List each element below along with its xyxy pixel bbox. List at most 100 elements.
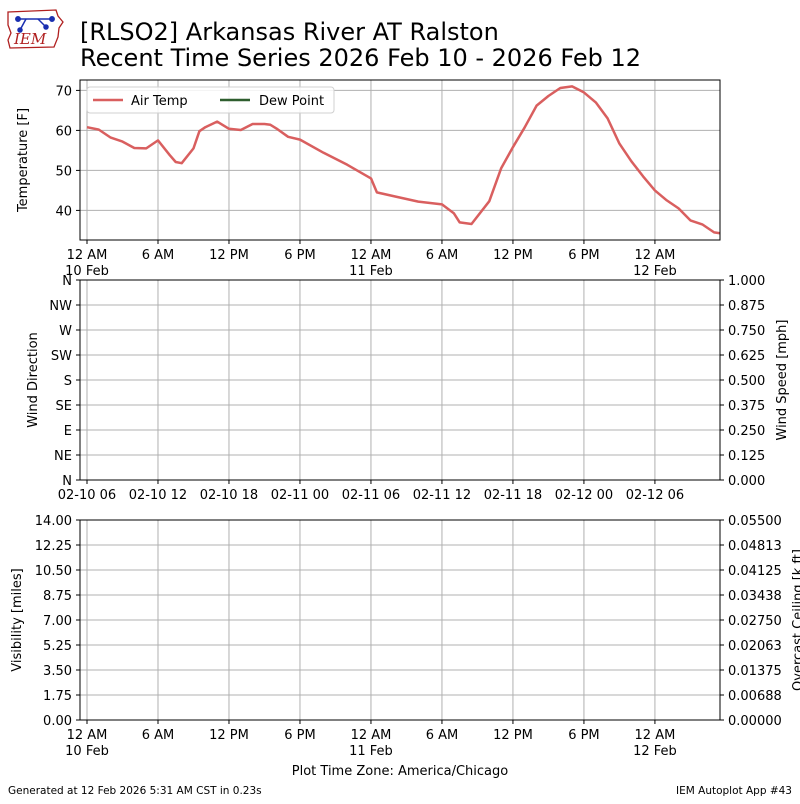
wind-x-tick-label: 02-12 06 xyxy=(626,488,684,503)
wind-speed-tick-label: 0.750 xyxy=(728,324,765,339)
visibility-tick-label: 10.50 xyxy=(35,564,72,579)
wind-x-tick-label: 02-11 06 xyxy=(342,488,400,503)
station-network-icon xyxy=(15,16,55,33)
wind-speed-y-label: Wind Speed [mph] xyxy=(775,320,790,441)
visibility-tick-label: 8.75 xyxy=(43,589,72,604)
visibility-x-tick-date: 10 Feb xyxy=(65,744,109,759)
wind-direction-y-label: Wind Direction xyxy=(26,332,41,428)
wind-x-tick-label: 02-10 18 xyxy=(200,488,258,503)
temperature-x-tick-label: 12 AM xyxy=(67,248,108,263)
ceiling-tick-label: 0.04125 xyxy=(728,564,782,579)
wind-direction-tick-label: SE xyxy=(56,399,72,414)
visibility-x-tick-label: 6 PM xyxy=(568,728,599,743)
ceiling-tick-label: 0.02750 xyxy=(728,614,782,629)
ceiling-tick-label: 0.00688 xyxy=(728,689,782,704)
visibility-x-tick-label: 6 AM xyxy=(142,728,175,743)
temperature-x-tick-label: 6 PM xyxy=(284,248,315,263)
temperature-x-tick-label: 12 AM xyxy=(635,248,676,263)
wind-speed-tick-label: 0.625 xyxy=(728,349,765,364)
wind-x-ticks: 02-10 06 02-10 12 02-10 18 02-11 00 02-11 06… xyxy=(58,480,684,503)
ceiling-tick-label: 0.05500 xyxy=(728,514,782,529)
air-temp-line xyxy=(86,85,721,235)
visibility-y-ticks: 14.00 12.25 10.50 8.75 7.00 5.25 3.50 1.75 0.00 xyxy=(35,514,80,729)
legend-dew-point-label: Dew Point xyxy=(259,94,324,109)
generated-timestamp: Generated at 12 Feb 2026 5:31 AM CST in … xyxy=(8,785,262,797)
visibility-tick-label: 1.75 xyxy=(43,689,72,704)
visibility-tick-label: 12.25 xyxy=(35,539,72,554)
wind-direction-tick-label: SW xyxy=(51,349,72,364)
visibility-y-label: Visibility [miles] xyxy=(10,568,25,671)
wind-x-tick-label: 02-11 12 xyxy=(413,488,471,503)
chart-title-line1: [RLSO2] Arkansas River AT Ralston xyxy=(80,18,499,46)
ceiling-tick-label: 0.00000 xyxy=(728,714,782,729)
temperature-x-tick-label: 12 PM xyxy=(209,248,249,263)
visibility-x-tick-label: 12 PM xyxy=(209,728,249,743)
app-credit: IEM Autoplot App #43 xyxy=(676,785,792,797)
visibility-panel: 14.0012.2510.508.757.005.253.501.750.00 … xyxy=(10,514,800,759)
wind-direction-tick-label: N xyxy=(62,274,72,289)
visibility-x-tick-label: 12 AM xyxy=(351,728,392,743)
wind-direction-tick-label: S xyxy=(64,374,72,389)
temperature-x-tick-label: 12 PM xyxy=(493,248,533,263)
wind-speed-tick-label: 0.000 xyxy=(728,474,765,489)
visibility-tick-label: 14.00 xyxy=(35,514,72,529)
temperature-y-ticks: 40 50 60 70 xyxy=(55,84,80,219)
wind-direction-tick-label: N xyxy=(62,474,72,489)
visibility-x-tick-label: 12 AM xyxy=(635,728,676,743)
ceiling-tick-label: 0.01375 xyxy=(728,664,782,679)
wind-speed-tick-label: 0.875 xyxy=(728,299,765,314)
temperature-x-tick-date: 11 Feb xyxy=(349,264,393,279)
iem-logo: IEM xyxy=(7,9,64,49)
temperature-y-label: Temperature [F] xyxy=(16,108,31,213)
visibility-x-tick-label: 6 AM xyxy=(426,728,459,743)
visibility-x-tick-label: 6 PM xyxy=(284,728,315,743)
wind-direction-tick-label: NE xyxy=(54,449,72,464)
wind-speed-tick-label: 0.500 xyxy=(728,374,765,389)
visibility-x-tick-label: 12 PM xyxy=(493,728,533,743)
temperature-x-tick-date: 12 Feb xyxy=(633,264,677,279)
temperature-y-tick-label: 60 xyxy=(55,124,72,139)
visibility-gridlines xyxy=(80,519,720,721)
ceiling-y-label: Overcast Ceiling [k ft] xyxy=(791,549,800,691)
temperature-y-tick-label: 70 xyxy=(55,84,72,99)
wind-direction-tick-label: NW xyxy=(49,299,72,314)
temperature-legend: Air Temp Dew Point xyxy=(86,86,335,114)
visibility-tick-label: 7.00 xyxy=(43,614,72,629)
temperature-x-tick-label: 6 PM xyxy=(568,248,599,263)
temperature-y-tick-label: 40 xyxy=(55,204,72,219)
visibility-x-tick-date: 12 Feb xyxy=(633,744,677,759)
wind-x-tick-label: 02-11 00 xyxy=(271,488,329,503)
temperature-y-tick-label: 50 xyxy=(55,164,72,179)
wind-x-tick-label: 02-11 18 xyxy=(484,488,542,503)
wind-gridlines xyxy=(80,279,720,481)
visibility-x-tick-date: 11 Feb xyxy=(349,744,393,759)
ceiling-tick-label: 0.04813 xyxy=(728,539,782,554)
wind-direction-tick-label: W xyxy=(59,324,72,339)
wind-direction-y-ticks: N NW W SW S SE E NE N xyxy=(49,274,80,489)
timezone-label: Plot Time Zone: America/Chicago xyxy=(292,764,508,779)
visibility-x-tick-label: 12 AM xyxy=(67,728,108,743)
ceiling-tick-label: 0.03438 xyxy=(728,589,782,604)
temperature-x-tick-label: 6 AM xyxy=(426,248,459,263)
wind-speed-tick-label: 1.000 xyxy=(728,274,765,289)
ceiling-tick-label: 0.02063 xyxy=(728,639,782,654)
wind-speed-y-ticks: 1.000 0.875 0.750 0.625 0.500 0.375 0.250 0.125… xyxy=(720,274,765,489)
wind-speed-tick-label: 0.125 xyxy=(728,449,765,464)
visibility-tick-label: 3.50 xyxy=(43,664,72,679)
logo-text: IEM xyxy=(13,30,47,48)
temperature-plot-frame xyxy=(79,79,721,241)
wind-speed-tick-label: 0.250 xyxy=(728,424,765,439)
wind-speed-tick-label: 0.375 xyxy=(728,399,765,414)
temperature-x-tick-label: 12 AM xyxy=(351,248,392,263)
wind-x-tick-label: 02-10 06 xyxy=(58,488,116,503)
visibility-tick-label: 0.00 xyxy=(43,714,72,729)
wind-x-tick-label: 02-10 12 xyxy=(129,488,187,503)
legend-air-temp-label: Air Temp xyxy=(131,94,188,109)
temperature-x-tick-date: 10 Feb xyxy=(65,264,109,279)
ceiling-y-ticks: 0.05500 0.04813 0.04125 0.03438 0.02750 0.020… xyxy=(720,514,782,729)
visibility-tick-label: 5.25 xyxy=(43,639,72,654)
